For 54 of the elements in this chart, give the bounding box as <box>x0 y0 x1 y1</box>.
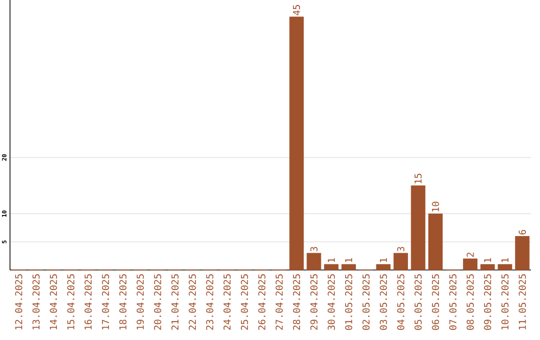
x-tick-label: 18.04.2025 <box>119 274 126 330</box>
data-label: 3 <box>397 246 404 252</box>
bar <box>306 252 322 270</box>
x-tick-label: 29.04.2025 <box>310 274 318 330</box>
bar <box>341 264 356 270</box>
data-label: 3 <box>310 246 318 252</box>
x-tick-label: 07.05.2025 <box>449 274 456 330</box>
bar <box>463 258 478 270</box>
x-tick-label: 15.04.2025 <box>67 274 74 330</box>
x-tick-label: 05.05.2025 <box>414 274 422 330</box>
x-tick-label: 12.04.2025 <box>15 274 22 330</box>
x-tick-label: 16.04.2025 <box>84 274 92 330</box>
x-tick-label: 24.04.2025 <box>224 274 231 330</box>
bar <box>376 264 391 270</box>
bar <box>394 252 408 270</box>
bar <box>324 264 338 270</box>
x-tick-label: 14.04.2025 <box>50 274 58 330</box>
x-tick-label: 20.04.2025 <box>154 274 162 330</box>
x-tick-label: 30.04.2025 <box>328 274 335 330</box>
data-label: 10 <box>432 202 440 212</box>
x-tick-label: 23.04.2025 <box>206 274 214 330</box>
x-tick-label: 19.04.2025 <box>136 274 144 330</box>
data-label: 1 <box>345 258 352 262</box>
x-tick-label: 13.04.2025 <box>32 274 40 330</box>
x-tick-label: 26.04.2025 <box>258 274 266 330</box>
x-tick-label: 02.05.2025 <box>362 274 370 330</box>
data-label: 2 <box>466 252 474 257</box>
x-tick-label: 09.05.2025 <box>484 274 492 330</box>
bar <box>498 264 512 270</box>
data-label: 1 <box>328 258 335 262</box>
x-tick-label: 25.04.2025 <box>240 274 248 330</box>
bar <box>480 264 495 270</box>
x-tick-label: 11.05.2025 <box>518 274 526 330</box>
x-tick-label: 17.04.2025 <box>102 274 110 330</box>
bar <box>289 16 304 270</box>
x-tick-label: 01.05.2025 <box>345 274 352 330</box>
data-label: 1 <box>484 258 492 262</box>
bar <box>515 236 530 270</box>
bar <box>410 185 426 270</box>
x-tick-label: 04.05.2025 <box>397 274 404 330</box>
x-tick-label: 27.04.2025 <box>276 274 283 330</box>
bar <box>428 214 443 270</box>
x-tick-label: 03.05.2025 <box>380 274 387 330</box>
x-tick-label: 06.05.2025 <box>432 274 440 330</box>
x-tick-label: 21.04.2025 <box>171 274 179 330</box>
data-label: 1 <box>502 258 508 262</box>
data-label: 45 <box>293 5 300 16</box>
x-tick-label: 10.05.2025 <box>501 274 509 330</box>
data-label: 15 <box>414 174 422 184</box>
x-tick-label: 08.05.2025 <box>466 274 474 330</box>
x-tick-label: 28.04.2025 <box>292 274 300 330</box>
x-tick-label: 22.04.2025 <box>188 274 196 330</box>
data-label: 1 <box>380 258 387 262</box>
data-label: 6 <box>518 230 526 234</box>
